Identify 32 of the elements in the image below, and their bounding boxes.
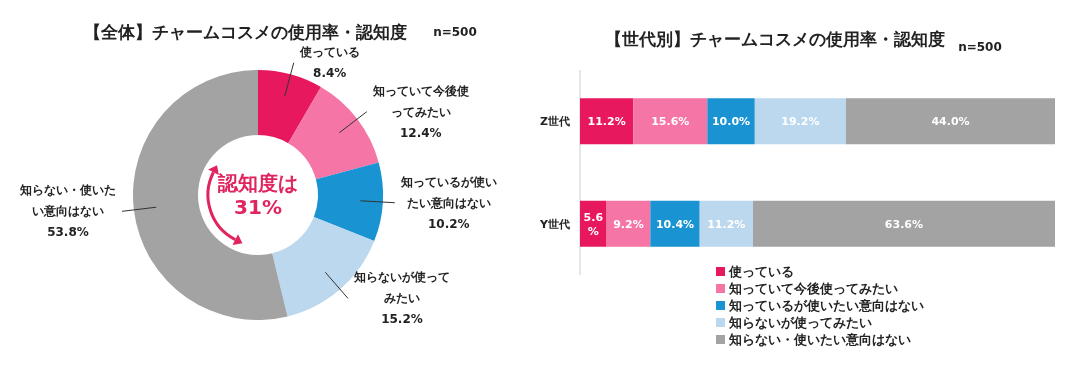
- slice-label: 使っている: [298, 45, 360, 60]
- data-label: 44.0%: [931, 115, 970, 129]
- data-label: 10.4%: [655, 217, 695, 231]
- slice-label: 知っていて今後使ってみたい: [371, 83, 469, 119]
- data-label: 15.2%: [381, 312, 423, 327]
- legend-label: 知っていて今後使ってみたい: [728, 281, 898, 296]
- data-label: 53.8%: [47, 225, 89, 240]
- data-label: 10.0%: [711, 115, 751, 129]
- data-label: 11.2%: [587, 115, 626, 129]
- data-label: 15.6%: [651, 115, 690, 129]
- chart-subtitle: n=500: [958, 40, 1002, 54]
- data-label: 9.2%: [613, 217, 644, 231]
- chart-title: 【全体】チャームコスメの使用率・認知度: [83, 22, 407, 42]
- slice-label: 知らないが使ってみたい: [352, 270, 450, 306]
- data-label: 12.4%: [399, 125, 442, 140]
- legend-label: 使っている: [728, 264, 794, 279]
- data-label: 19.2%: [781, 115, 820, 129]
- data-label: 11.2%: [707, 217, 746, 231]
- legend-label: 知っているが使いたい意向はない: [728, 298, 924, 313]
- chart-subtitle: n=500: [433, 25, 477, 39]
- data-label: 5.6%: [583, 210, 604, 238]
- legend-label: 知らない・使いたい意向はない: [728, 332, 911, 347]
- y-tick-label: Y世代: [539, 217, 570, 231]
- y-tick-label: Z世代: [540, 115, 570, 129]
- chart-title: 【世代別】チャームコスメの使用率・認知度: [605, 29, 945, 49]
- text: 認知度は 31%: [217, 171, 298, 219]
- legend-label: 知らないが使ってみたい: [728, 315, 872, 330]
- data-label: 63.6%: [884, 217, 924, 231]
- data-label: 8.4%: [313, 66, 347, 81]
- slice-label: 知らない・使いたい意向はない: [18, 183, 116, 219]
- slice-label: 知っているが使いたい意向はない: [399, 174, 497, 210]
- data-label: 10.2%: [427, 216, 470, 231]
